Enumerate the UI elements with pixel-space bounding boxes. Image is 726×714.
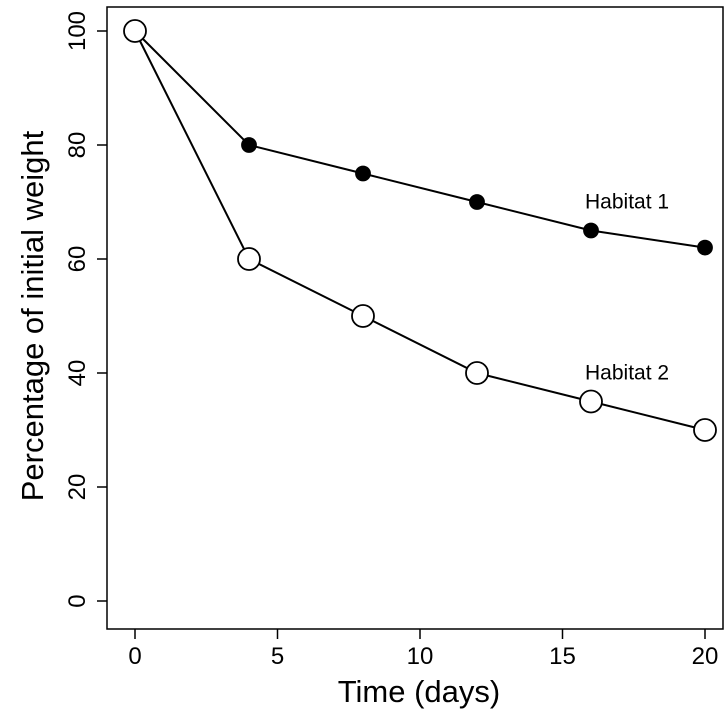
y-tick-label: 20	[64, 474, 91, 501]
series-line-1	[134, 30, 706, 249]
x-axis-title: Time (days)	[338, 674, 500, 709]
y-tick-label: 60	[64, 246, 91, 273]
x-tick-label: 10	[407, 643, 434, 670]
y-axis-title: Percentage of initial weight	[15, 130, 50, 501]
series-label-1: Habitat 1	[585, 191, 669, 214]
y-tick-label: 40	[64, 360, 91, 387]
data-point-series-2	[579, 389, 603, 414]
data-point-series-1	[469, 194, 485, 210]
y-axis: 0 20 40 60 80 100	[64, 11, 107, 608]
data-point-series-1	[241, 137, 257, 153]
y-tick-label: 100	[64, 11, 91, 51]
data-point-series-1	[697, 239, 713, 256]
y-tick-label: 80	[64, 132, 91, 159]
series-label-2: Habitat 2	[585, 362, 669, 385]
series-line-2	[134, 30, 706, 431]
data-point-series-2	[237, 247, 261, 271]
data-point-series-1	[355, 165, 371, 182]
x-tick-label: 5	[271, 643, 284, 670]
plot-frame	[106, 6, 724, 630]
data-point-series-1	[583, 222, 599, 239]
x-tick-label: 0	[128, 643, 141, 670]
y-tick-label: 0	[64, 594, 91, 607]
data-point-series-2	[351, 304, 375, 328]
data-point-series-2	[465, 361, 489, 385]
series-layer: Habitat 1 Habitat 2	[123, 19, 717, 442]
x-tick-label: 20	[692, 643, 719, 670]
data-point-series-2	[123, 19, 147, 43]
data-point-series-2	[693, 418, 717, 442]
x-axis: 0 5 10 15 20	[128, 629, 718, 670]
x-tick-label: 15	[549, 643, 576, 670]
